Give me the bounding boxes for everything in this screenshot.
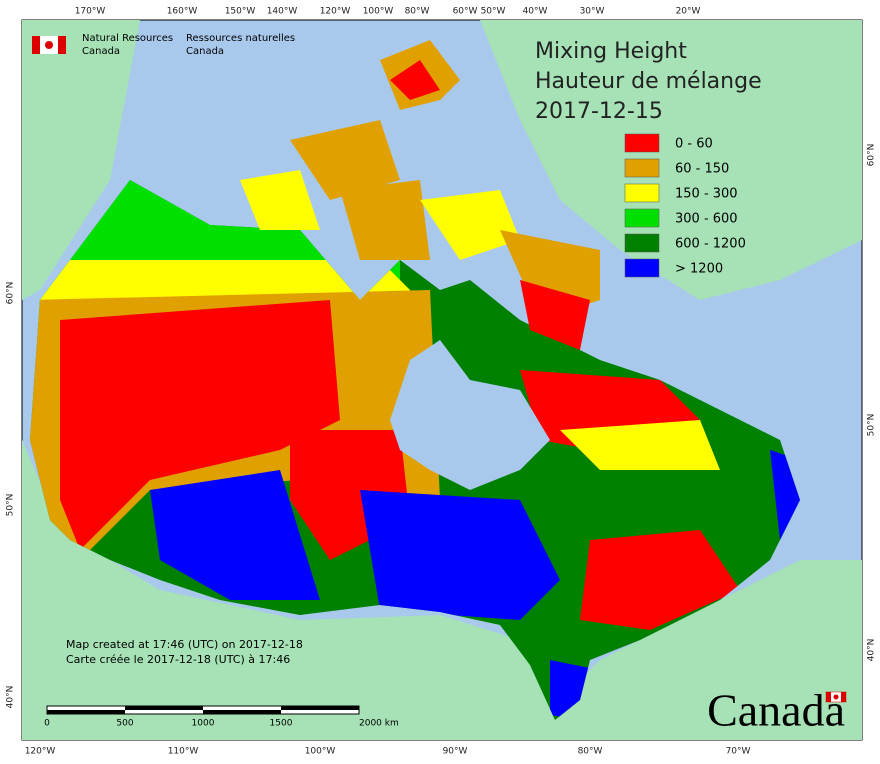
- lon-label: 90°W: [443, 747, 468, 757]
- lon-label: 40°W: [523, 7, 548, 17]
- lat-label: 50°N: [6, 494, 16, 517]
- scale-label: 1500: [270, 719, 293, 729]
- lon-label: 100°W: [305, 747, 336, 757]
- legend-swatch: [624, 258, 660, 278]
- wordmark-flag: [825, 691, 847, 703]
- agency-en: Canada: [82, 46, 120, 57]
- legend-swatch: [624, 233, 660, 253]
- agency-en: Natural Resources: [82, 33, 173, 44]
- legend-label: 300 - 600: [675, 212, 738, 227]
- scale-labels: 0 500 1000 1500 2000 km: [44, 719, 399, 729]
- legend-label: 60 - 150: [675, 162, 729, 177]
- legend-swatch: [624, 208, 660, 228]
- lon-label: 80°W: [578, 747, 603, 757]
- agency-fr: Ressources naturelles: [186, 33, 295, 44]
- lon-label: 50°W: [481, 7, 506, 17]
- graticule: 170°W 160°W 150°W 140°W 120°W 100°W 80°W 60°W 50…: [6, 7, 877, 757]
- scale-label: 1000: [192, 719, 215, 729]
- scale-label: 2000 km: [359, 719, 399, 729]
- legend-swatch: [624, 158, 660, 178]
- agency-fr: Canada: [186, 46, 224, 57]
- legend-label: 0 - 60: [675, 137, 713, 152]
- lon-label: 100°W: [363, 7, 394, 17]
- nrcan-logo: Natural Resources Canada Ressources natu…: [32, 33, 295, 57]
- legend-label: 600 - 1200: [675, 237, 746, 252]
- canada: [30, 40, 800, 720]
- lat-label: 60°N: [6, 282, 16, 305]
- lat-label: 50°N: [867, 414, 877, 437]
- land: [22, 20, 862, 740]
- created-note: Map created at 17:46 (UTC) on 2017-12-18: [66, 638, 303, 651]
- lon-label: 170°W: [75, 7, 106, 17]
- title: Hauteur de mélange: [535, 69, 762, 94]
- scale-label: 0: [44, 719, 50, 729]
- title: Mixing Height: [535, 39, 687, 64]
- lon-label: 30°W: [580, 7, 605, 17]
- lon-label: 160°W: [167, 7, 198, 17]
- legend-label: 150 - 300: [675, 187, 738, 202]
- lon-label: 110°W: [168, 747, 199, 757]
- scale-label: 500: [116, 719, 133, 729]
- created-note: Carte créée le 2017-12-18 (UTC) à 17:46: [66, 653, 290, 666]
- lon-label: 70°W: [726, 747, 751, 757]
- lat-label: 40°N: [867, 639, 877, 662]
- legend-label: > 1200: [675, 262, 723, 277]
- lon-label: 60°W: [453, 7, 478, 17]
- legend-swatch: [624, 133, 660, 153]
- lon-label: 20°W: [676, 7, 701, 17]
- date: 2017-12-15: [535, 99, 663, 124]
- legend-swatch: [624, 183, 660, 203]
- wordmark: Canada: [707, 685, 845, 736]
- legend: 0 - 60 60 - 150 150 - 300 300 - 600 600 - 12…: [624, 133, 746, 278]
- lon-label: 120°W: [25, 747, 56, 757]
- lon-label: 80°W: [405, 7, 430, 17]
- lon-label: 140°W: [267, 7, 298, 17]
- lon-label: 150°W: [225, 7, 256, 17]
- lat-label: 40°N: [6, 686, 16, 709]
- lon-label: 120°W: [320, 7, 351, 17]
- lat-label: 60°N: [867, 144, 877, 167]
- scale-bar: [46, 705, 360, 715]
